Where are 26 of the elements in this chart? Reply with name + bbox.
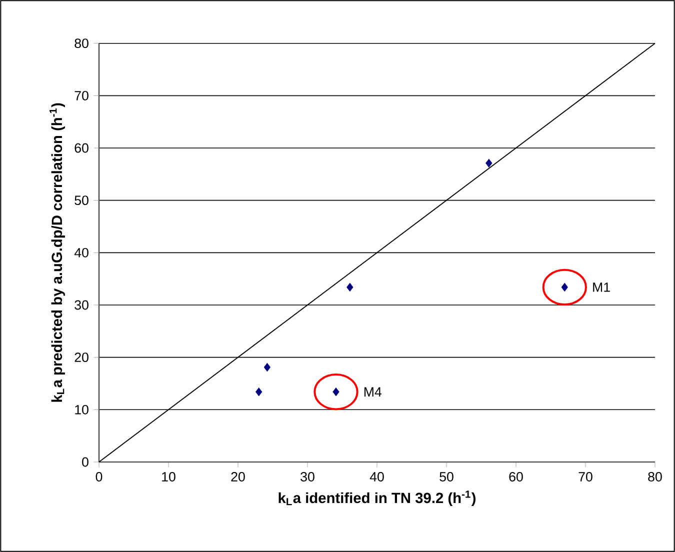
y-axis-title: k$_{L}$a predicted by a.uG.dp/D correlation (h$^{-1}$) [50, 103, 65, 402]
y-tick-label: 80 [74, 38, 88, 48]
point [264, 362, 270, 372]
y-tick-label: 60 [74, 143, 88, 153]
x-axis-title: k$_{L}$a identified in TN 39.2 (h$^{-1}$) [278, 490, 476, 506]
x-tick-label: 60 [509, 472, 523, 482]
y-tick-label: 70 [74, 90, 88, 100]
x-tick-label: 70 [578, 472, 592, 482]
y-tick-label: 0 [82, 457, 88, 467]
point [486, 158, 492, 168]
y-tick-label: 10 [75, 404, 88, 414]
annotation: M1 [593, 282, 610, 292]
point [256, 388, 262, 396]
x-tick-label: 40 [370, 472, 384, 482]
annotation: M4 [364, 387, 382, 396]
x-tick-label: 50 [440, 472, 454, 482]
point [346, 282, 354, 292]
y-tick-label: 30 [74, 300, 88, 310]
x-tick-label: 10 [162, 472, 176, 482]
y-tick-label: 50 [74, 196, 88, 206]
y-tick-label: 20 [74, 352, 88, 362]
y-tick-label: 40 [74, 248, 88, 258]
x-tick-label: 30 [300, 472, 314, 482]
x-tick-label: 20 [231, 472, 245, 482]
x-tick-label: 0 [96, 472, 102, 482]
x-tick-label: 80 [648, 472, 662, 482]
